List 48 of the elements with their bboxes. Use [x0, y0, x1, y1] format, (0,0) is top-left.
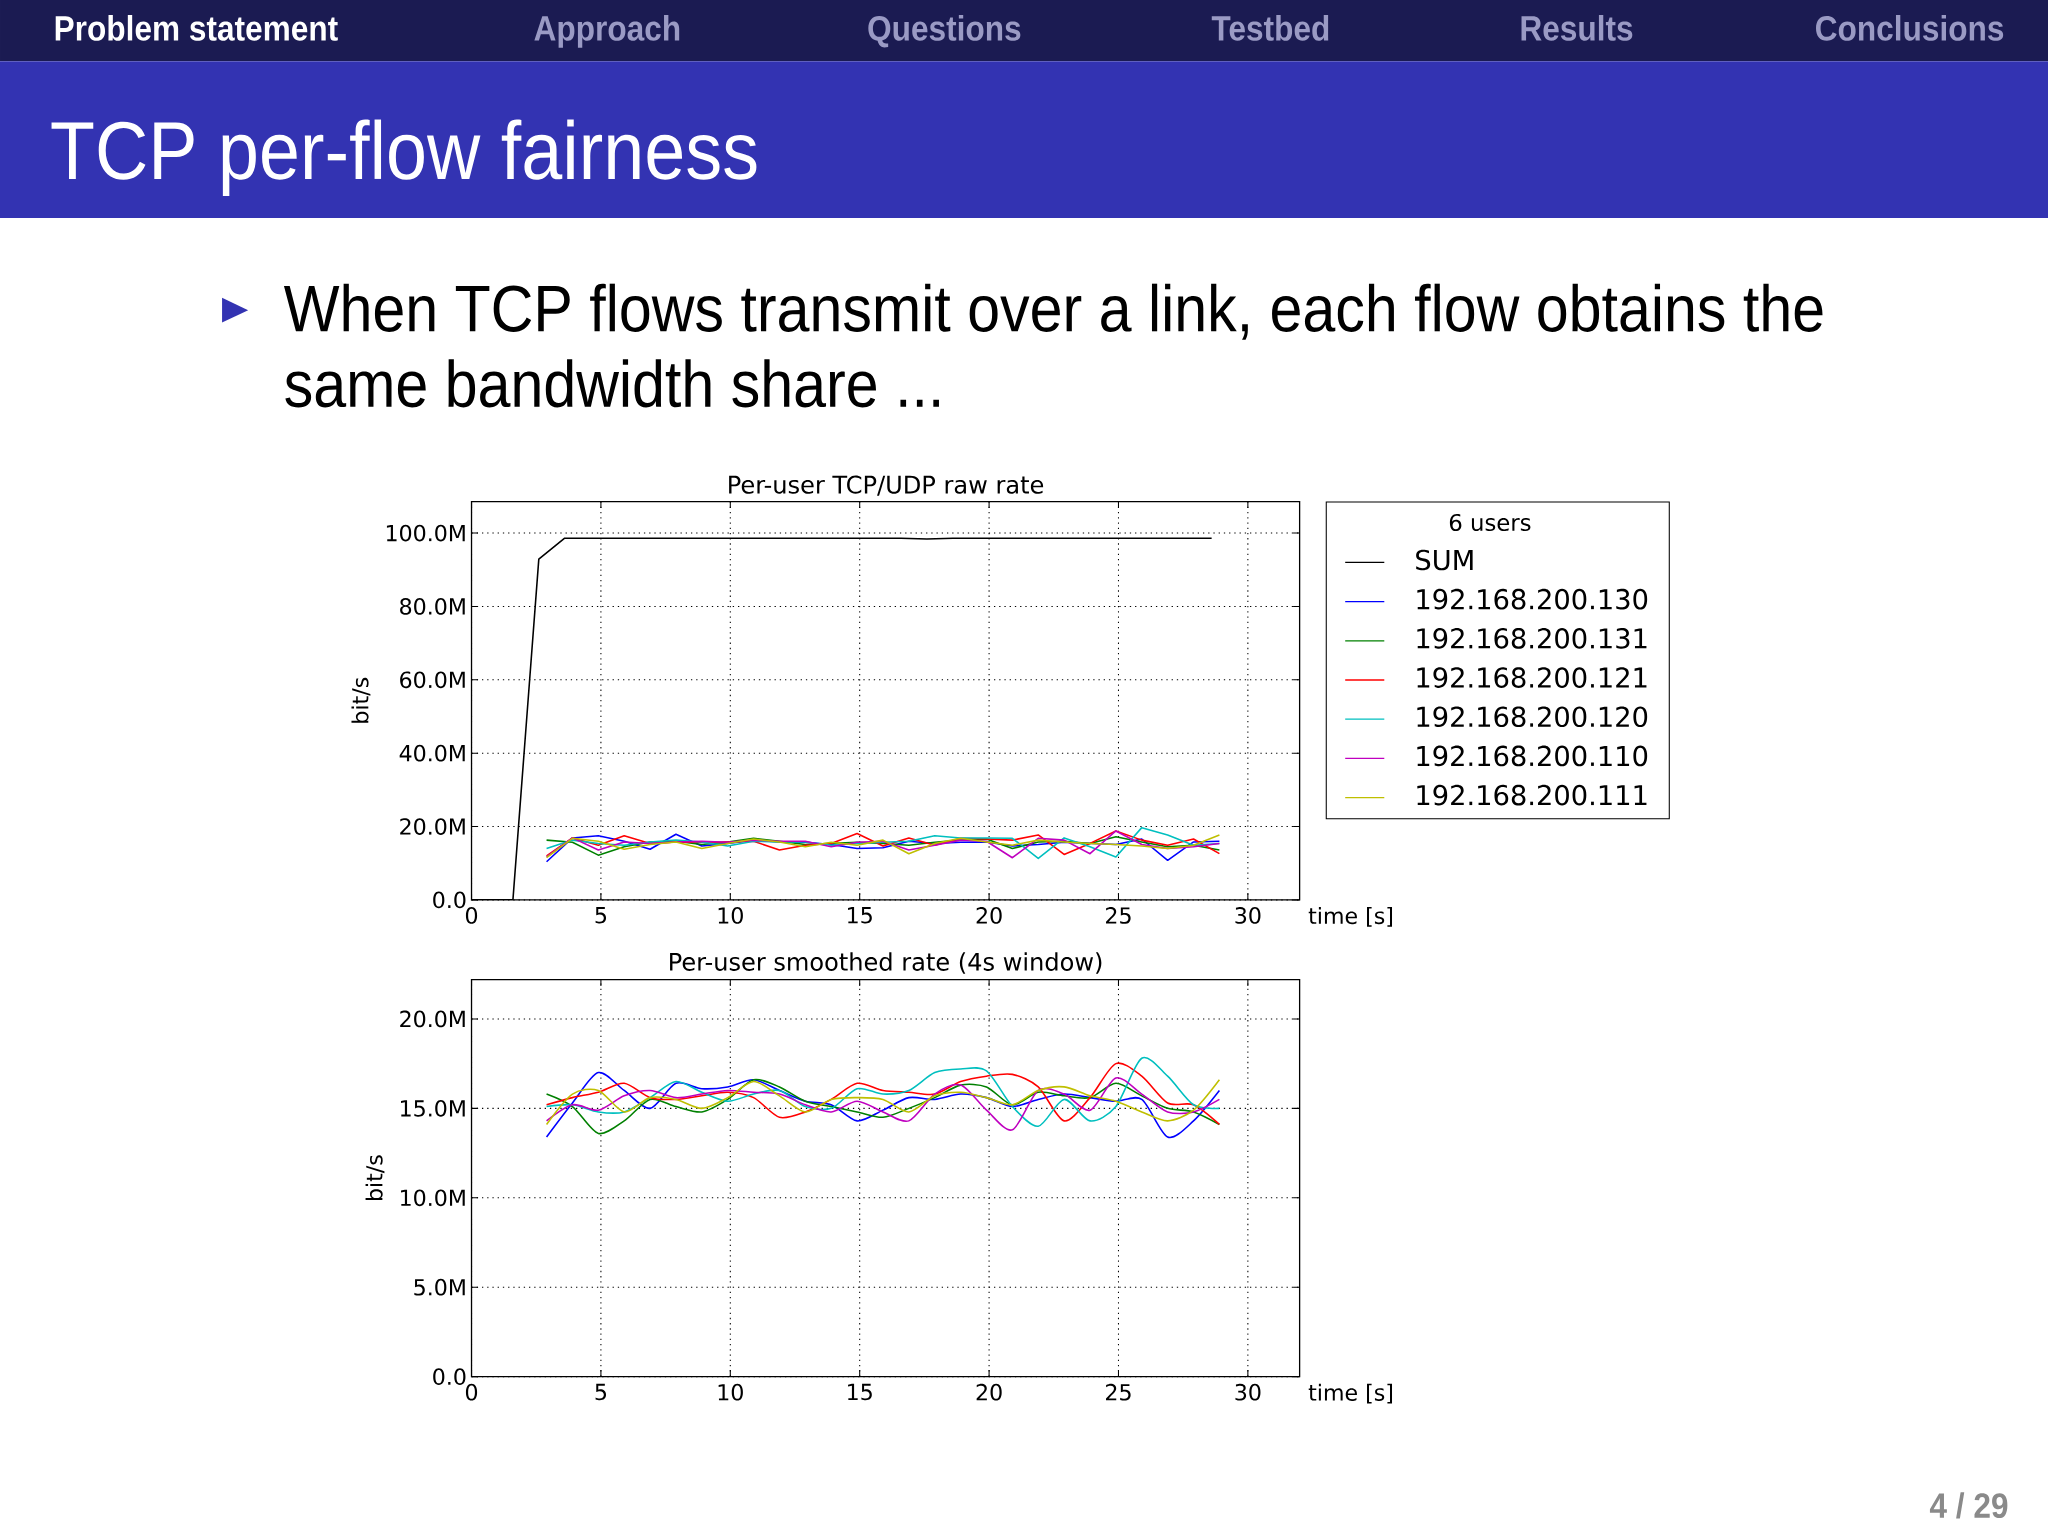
- legend-label: 192.168.200.131: [1417, 628, 1647, 649]
- x-tick-label: 25: [1106, 907, 1131, 924]
- x-axis-title: time [s]: [1308, 1383, 1393, 1404]
- x-tick-label: 15: [848, 1383, 872, 1401]
- y-tick-label: 5.0M: [414, 1278, 465, 1296]
- y-tick-label: 20.0M: [400, 818, 465, 835]
- x-axis-title: time [s]: [1308, 907, 1393, 927]
- text: 4 / 29: [1929, 1492, 2008, 1519]
- x-tick-label: 30: [1235, 1383, 1261, 1401]
- legend-label: 192.168.200.120: [1417, 706, 1648, 728]
- chart-title: Per-user smoothed rate (4s window): [670, 952, 1102, 974]
- y-tick-label: 20.0M: [400, 1010, 465, 1028]
- x-tick-label: 25: [1106, 1383, 1131, 1401]
- x-tick-label: 10: [718, 907, 743, 924]
- legend-label: SUM: [1416, 549, 1473, 571]
- y-tick-label: 80.0M: [400, 598, 465, 615]
- y-tick-label: 60.0M: [400, 671, 465, 689]
- x-tick-label: 20: [976, 1383, 1002, 1401]
- text: TCP per-flow fairness: [51, 119, 757, 196]
- y-axis-title: bit/s: [351, 677, 371, 723]
- x-tick-label: 30: [1235, 907, 1261, 924]
- text: Approach: [534, 15, 680, 48]
- y-tick-label: 0.0: [433, 1368, 466, 1386]
- x-tick-label: 5: [595, 907, 607, 924]
- y-tick-label: 40.0M: [399, 744, 465, 762]
- text: Problem statement: [55, 15, 338, 41]
- legend-label: 192.168.200.121: [1417, 667, 1647, 688]
- text: Questions: [868, 15, 1021, 48]
- text: Testbed: [1211, 15, 1329, 41]
- y-tick-label: 10.0M: [401, 1189, 465, 1207]
- legend-title: 6 users: [1449, 513, 1531, 532]
- x-tick-label: 20: [976, 907, 1002, 924]
- legend-label: 192.168.200.110: [1417, 745, 1648, 767]
- text: When TCP flows transmit over a link, each flow obtains the same bandwidth share ...: [283, 283, 1823, 408]
- legend-label: 192.168.200.130: [1417, 588, 1648, 610]
- y-tick-label: 100.0M: [386, 524, 465, 542]
- y-axis-title: bit/s: [365, 1155, 385, 1201]
- x-tick-label: 5: [595, 1383, 607, 1401]
- x-tick-label: 0: [465, 907, 478, 924]
- x-tick-label: 0: [465, 1383, 478, 1401]
- legend-label: 192.168.200.111: [1417, 784, 1647, 806]
- y-tick-label: 0.0: [433, 891, 466, 909]
- text: Conclusions: [1816, 15, 2004, 41]
- y-tick-label: 15.0M: [401, 1099, 465, 1117]
- x-tick-label: 15: [848, 907, 872, 924]
- chart-title: Per-user TCP/UDP raw rate: [729, 475, 1044, 496]
- text: Results: [1521, 15, 1633, 41]
- x-tick-label: 10: [718, 1383, 743, 1401]
